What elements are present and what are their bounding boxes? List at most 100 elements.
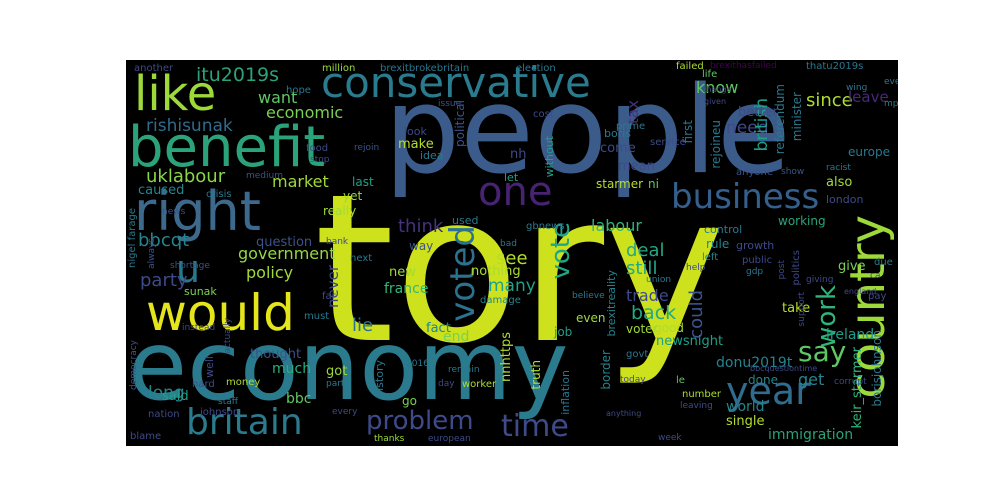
word-europe: europe [848, 145, 890, 159]
word-immigration: immigration [768, 427, 854, 443]
word-medium: medium [246, 171, 283, 181]
word-giving: giving [806, 275, 834, 285]
word-boris: boris [604, 127, 632, 140]
word-failed: failed [676, 61, 704, 72]
word-minister: minister [790, 92, 804, 142]
word-money: money [226, 377, 261, 388]
word-gdp: gdp [746, 267, 764, 277]
word-prime: prime [616, 121, 646, 132]
word-democracy: democracy [129, 340, 139, 390]
word-hard: hard [192, 379, 215, 390]
word-pay: pay [868, 291, 887, 302]
word-better: better [738, 105, 778, 120]
word-day: day [438, 379, 455, 389]
word-control: control [704, 223, 743, 236]
word-u: u [176, 247, 201, 291]
word-government: government [238, 244, 336, 263]
word-le: le [676, 375, 685, 386]
word-bbc: bbc [286, 391, 312, 407]
word-damage: damage [480, 295, 521, 306]
word-idea: idea [420, 149, 444, 162]
word-change: change [702, 85, 732, 94]
word-lie: lie [352, 315, 374, 336]
word-ni: ni [648, 177, 659, 191]
word-world: world [726, 399, 765, 415]
word-let: let [504, 171, 519, 184]
word-donu2019t: donu2019t [716, 355, 793, 371]
word-ca: ca [870, 271, 881, 281]
word-always: always [147, 238, 157, 269]
word-crisis: crisis [206, 189, 232, 200]
word-growth: growth [736, 239, 775, 252]
word-last: last [352, 175, 374, 189]
word-time: time [501, 409, 569, 444]
word-look: look [404, 125, 427, 138]
word-need: need [726, 118, 769, 138]
word-2016: 2016 [406, 359, 429, 369]
word-left: left [702, 252, 719, 263]
word-believe: believe [572, 291, 605, 301]
word-help: help [686, 263, 706, 273]
word-service: service [650, 137, 686, 148]
word-actually: actually [223, 318, 233, 354]
word-fact: fact [426, 321, 451, 336]
word-policy: policy [246, 263, 294, 282]
word-week: week [658, 433, 682, 443]
word-say: say [798, 335, 847, 368]
word-labour: labour [591, 216, 642, 235]
word-border: border [599, 350, 613, 390]
word-ireland: ireland [826, 327, 875, 343]
word-election: election [516, 63, 556, 74]
word-part: part [326, 379, 345, 389]
word-bbcquestiontime: bbcquestiontime [750, 364, 818, 373]
word-party: party [140, 270, 188, 291]
word-newsnight: newsnight [656, 334, 724, 349]
word-food: food [306, 143, 329, 154]
word-question: question [256, 235, 313, 250]
word-got: got [326, 364, 348, 379]
word-nh: nh [510, 147, 527, 162]
word-brexithasfailed: brexithasfailed [710, 61, 777, 71]
word-johnson: johnson [200, 407, 240, 418]
word-life: life [702, 69, 718, 80]
word-think: think [398, 216, 444, 237]
word-post: post [777, 260, 787, 280]
word-inflation: inflation [559, 370, 572, 415]
word-single: single [726, 414, 765, 429]
word-union: union [646, 275, 672, 285]
word-without: without [543, 136, 556, 178]
word-leaving: leaving [680, 401, 713, 411]
word-business: business [671, 177, 820, 217]
word-cost: cost [533, 109, 554, 120]
word-working: working [778, 214, 826, 228]
word-history: history [373, 360, 386, 398]
word-rishisunak: rishisunak [146, 116, 233, 136]
word-nigel-farage: nigel farage [127, 208, 138, 268]
word-see: see [496, 248, 528, 269]
word-really: really [323, 204, 357, 218]
word-itu2019s: itu2019s [196, 64, 280, 86]
word-also: also [826, 175, 853, 190]
word-used: used [452, 214, 479, 227]
word-hope: hope [286, 85, 311, 96]
word-many: many [488, 276, 536, 296]
word-given: given [704, 97, 727, 106]
word-benefit: benefit [128, 115, 326, 180]
word-nnhttps: nnhttps [499, 332, 514, 382]
word-due: due [874, 257, 893, 268]
word-england: england [844, 287, 877, 296]
word-far: far [322, 291, 336, 302]
word-france: france [384, 281, 429, 297]
word-well: well [203, 356, 216, 378]
word-year: year [726, 369, 811, 413]
word-referendum: referendum [773, 84, 787, 155]
word-deal: deal [626, 240, 665, 261]
word-news: news [162, 207, 186, 217]
word-govt: govt [626, 349, 649, 360]
word-starmer: starmer [596, 177, 644, 191]
word-support: support [797, 292, 807, 327]
word-nation: nation [148, 409, 180, 420]
word-thought: thought [250, 347, 302, 362]
word-borisjohnson: borisjohnson [870, 330, 884, 407]
word-one: one [478, 169, 553, 215]
